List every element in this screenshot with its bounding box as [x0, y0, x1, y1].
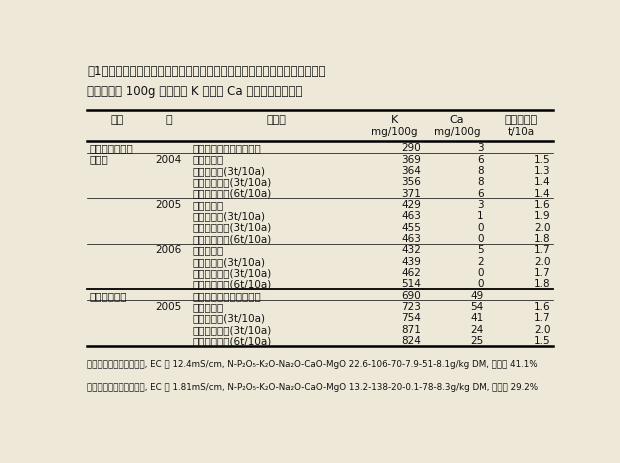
Text: 3: 3	[477, 143, 484, 153]
Text: 普通堆肥区(3t/10a): 普通堆肥区(3t/10a)	[193, 313, 266, 323]
Text: 普通堆肥　：牛ふん堆肥, EC 値 1.81mS/cm, N-P₂O₅-K₂O-Na₂O-CaO-MgO 13.2-138-20-0.1-78-8.3g/kg : 普通堆肥 ：牛ふん堆肥, EC 値 1.81mS/cm, N-P₂O₅-K₂O-…	[87, 382, 538, 391]
Text: 41: 41	[471, 313, 484, 323]
Text: 2004: 2004	[156, 154, 182, 164]
Text: 作物: 作物	[110, 115, 124, 125]
Text: 新鮮物収量: 新鮮物収量	[504, 115, 538, 125]
Text: スィートコーン: スィートコーン	[89, 143, 133, 153]
Text: 290: 290	[401, 143, 421, 153]
Text: 2: 2	[477, 256, 484, 266]
Text: 356: 356	[401, 177, 421, 187]
Text: ホウレンソウ: ホウレンソウ	[89, 290, 127, 300]
Text: 高塩類堆肥区(6t/10a): 高塩類堆肥区(6t/10a)	[193, 233, 272, 244]
Text: 6: 6	[477, 154, 484, 164]
Text: 新鮮重 100g あたりの K および Ca 含量と新鮮物収量: 新鮮重 100g あたりの K および Ca 含量と新鮮物収量	[87, 85, 303, 98]
Text: 514: 514	[401, 279, 421, 289]
Text: 1.7: 1.7	[534, 268, 551, 277]
Text: 2.0: 2.0	[534, 324, 551, 334]
Text: 処理区: 処理区	[267, 115, 287, 125]
Text: 五訂日本食品標準成分表: 五訂日本食品標準成分表	[193, 143, 262, 153]
Text: 0: 0	[477, 222, 484, 232]
Text: 462: 462	[401, 268, 421, 277]
Text: 463: 463	[401, 211, 421, 221]
Text: 1: 1	[477, 211, 484, 221]
Text: 824: 824	[401, 336, 421, 345]
Text: 371: 371	[401, 188, 421, 198]
Text: 25: 25	[471, 336, 484, 345]
Text: 化成肥料区: 化成肥料区	[193, 301, 224, 312]
Text: mg/100g: mg/100g	[371, 126, 418, 137]
Text: 49: 49	[471, 290, 484, 300]
Text: 1.4: 1.4	[534, 177, 551, 187]
Text: 1.7: 1.7	[534, 245, 551, 255]
Text: 0: 0	[477, 268, 484, 277]
Text: 54: 54	[471, 301, 484, 312]
Text: 429: 429	[401, 200, 421, 209]
Text: t/10a: t/10a	[507, 126, 534, 137]
Text: 455: 455	[401, 222, 421, 232]
Text: 1.9: 1.9	[534, 211, 551, 221]
Text: 690: 690	[401, 290, 421, 300]
Text: 普通堆肥区(3t/10a): 普通堆肥区(3t/10a)	[193, 211, 266, 221]
Text: 439: 439	[401, 256, 421, 266]
Text: 表1　現地実証圃場で栽培したスィートコーン子実とホウレンソウにおける: 表1 現地実証圃場で栽培したスィートコーン子実とホウレンソウにおける	[87, 64, 326, 77]
Text: 高塩類堆肥：牛ふん堆肥, EC 値 12.4mS/cm, N-P₂O₅-K₂O-Na₂O-CaO-MgO 22.6-106-70-7.9-51-8.1g/kg : 高塩類堆肥：牛ふん堆肥, EC 値 12.4mS/cm, N-P₂O₅-K₂O-…	[87, 360, 538, 369]
Text: 1.8: 1.8	[534, 279, 551, 289]
Text: 高塩類堆肥区(6t/10a): 高塩類堆肥区(6t/10a)	[193, 188, 272, 198]
Text: 8: 8	[477, 177, 484, 187]
Text: 1.3: 1.3	[534, 166, 551, 175]
Text: 普通堆肥区(3t/10a): 普通堆肥区(3t/10a)	[193, 256, 266, 266]
Text: 0: 0	[477, 279, 484, 289]
Text: 364: 364	[401, 166, 421, 175]
Text: 1.4: 1.4	[534, 188, 551, 198]
Text: 五訂日本食品標準成分表: 五訂日本食品標準成分表	[193, 290, 262, 300]
Text: 年: 年	[166, 115, 172, 125]
Text: 2006: 2006	[156, 245, 182, 255]
Text: 1.6: 1.6	[534, 301, 551, 312]
Text: mg/100g: mg/100g	[434, 126, 481, 137]
Text: 723: 723	[401, 301, 421, 312]
Text: 1.5: 1.5	[534, 336, 551, 345]
Text: 1.7: 1.7	[534, 313, 551, 323]
Text: 高塩類堆肥区(6t/10a): 高塩類堆肥区(6t/10a)	[193, 336, 272, 345]
Text: 1.8: 1.8	[534, 233, 551, 244]
Text: 1.6: 1.6	[534, 200, 551, 209]
Text: 5: 5	[477, 245, 484, 255]
Text: 高塩類堆肥区(3t/10a): 高塩類堆肥区(3t/10a)	[193, 222, 272, 232]
Text: 24: 24	[471, 324, 484, 334]
Text: 高塩類堆肥区(3t/10a): 高塩類堆肥区(3t/10a)	[193, 324, 272, 334]
Text: 463: 463	[401, 233, 421, 244]
Text: 高塩類堆肥区(3t/10a): 高塩類堆肥区(3t/10a)	[193, 177, 272, 187]
Text: 2005: 2005	[156, 301, 182, 312]
Text: 432: 432	[401, 245, 421, 255]
Text: 8: 8	[477, 166, 484, 175]
Text: 化成肥料区: 化成肥料区	[193, 200, 224, 209]
Text: 871: 871	[401, 324, 421, 334]
Text: K: K	[391, 115, 398, 125]
Text: 化成肥料区: 化成肥料区	[193, 245, 224, 255]
Text: 369: 369	[401, 154, 421, 164]
Text: 754: 754	[401, 313, 421, 323]
Text: 化成肥料区: 化成肥料区	[193, 154, 224, 164]
Text: 0: 0	[477, 233, 484, 244]
Text: 子実: 子実	[89, 154, 108, 164]
Text: 3: 3	[477, 200, 484, 209]
Text: 高塩類堆肥区(3t/10a): 高塩類堆肥区(3t/10a)	[193, 268, 272, 277]
Text: Ca: Ca	[450, 115, 464, 125]
Text: 2.0: 2.0	[534, 222, 551, 232]
Text: 1.5: 1.5	[534, 154, 551, 164]
Text: 普通堆肥区(3t/10a): 普通堆肥区(3t/10a)	[193, 166, 266, 175]
Text: 2005: 2005	[156, 200, 182, 209]
Text: 6: 6	[477, 188, 484, 198]
Text: 高塩類堆肥区(6t/10a): 高塩類堆肥区(6t/10a)	[193, 279, 272, 289]
Text: 2.0: 2.0	[534, 256, 551, 266]
